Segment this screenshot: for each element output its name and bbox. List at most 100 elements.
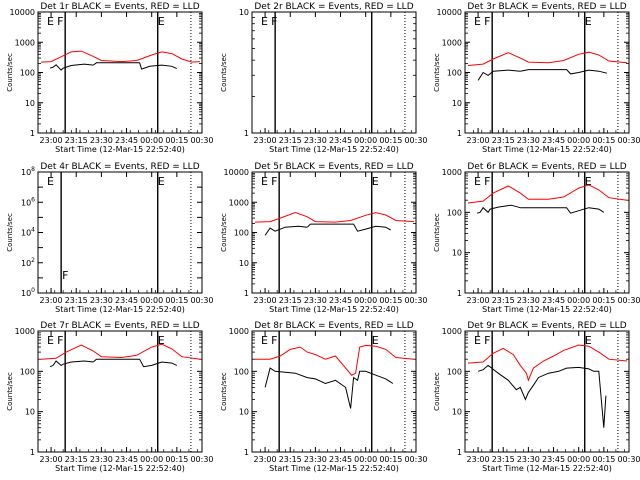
x-tick-label: 00:00 — [354, 455, 377, 464]
panel-title: Det 9r BLACK = Events, RED = LLD — [467, 321, 626, 331]
y-tick-label: 10 — [25, 99, 35, 108]
y-tick-label: 100 — [234, 229, 249, 238]
y-axis-label: Counts/sec — [6, 53, 14, 92]
x-axis-label: Start Time (12-Mar-15 22:52:40) — [55, 145, 185, 154]
x-tick-label: 00:15 — [592, 296, 615, 305]
series-events — [49, 63, 94, 71]
y-tick-label: 108 — [21, 166, 35, 177]
series-events — [92, 358, 178, 368]
x-tick-label: 00:30 — [617, 136, 640, 145]
y-tick-label: 1 — [457, 448, 462, 457]
panel-title: Det 3r BLACK = Events, RED = LLD — [467, 2, 626, 12]
marker-e: E — [585, 175, 592, 188]
x-tick-label: 23:15 — [492, 136, 515, 145]
y-axis-label: Counts/sec — [220, 372, 228, 411]
x-tick-label: 23:45 — [542, 136, 565, 145]
marker-f: F — [62, 269, 68, 282]
y-tick-label: 10000 — [224, 168, 249, 177]
plot-frame — [464, 171, 630, 294]
x-tick-label: 23:00 — [467, 136, 490, 145]
panel-1: Det 1r BLACK = Events, RED = LLD 1 10 100 10… — [6, 2, 214, 154]
x-tick-label: 23:00 — [254, 136, 277, 145]
plot-frame — [37, 11, 203, 134]
y-tick-label: 1 — [30, 129, 35, 138]
x-tick-label: 00:00 — [140, 455, 163, 464]
series-events — [49, 360, 94, 368]
y-tick-label: 106 — [21, 196, 35, 207]
plot-area: E EF — [254, 172, 415, 293]
y-tick-label: 100 — [20, 367, 35, 376]
panel-7: Det 7r BLACK = Events, RED = LLD 1 10 100 10… — [6, 321, 214, 473]
x-tick-label: 23:00 — [467, 296, 490, 305]
plot-frame — [37, 330, 203, 453]
y-tick-label: 10000 — [437, 8, 462, 17]
x-tick-label: 00:00 — [567, 296, 590, 305]
y-tick-label: 102 — [21, 257, 35, 268]
panel-4: Det 4r BLACK = Events, RED = LLD 100 102 10… — [6, 162, 214, 314]
y-axis-label: Counts/sec — [433, 53, 441, 92]
y-tick-label: 1000 — [15, 38, 35, 47]
x-axis-label: Start Time (12-Mar-15 22:52:40) — [55, 464, 185, 473]
x-axis-label: Start Time (12-Mar-15 22:52:40) — [55, 305, 185, 314]
x-axis-label: Start Time (12-Mar-15 22:52:40) — [482, 145, 612, 154]
x-tick-label: 23:30 — [304, 136, 327, 145]
x-tick-label: 00:15 — [379, 455, 402, 464]
series-events — [476, 204, 521, 214]
x-tick-label: 00:15 — [379, 136, 402, 145]
y-tick-label: 10000 — [10, 8, 35, 17]
marker-f: F — [484, 15, 490, 28]
marker-f: F — [271, 175, 277, 188]
y-tick-label: 100 — [20, 69, 35, 78]
y-tick-label: 1000 — [229, 327, 249, 336]
y-tick-label: 100 — [234, 367, 249, 376]
plot-area: E EF — [467, 12, 628, 133]
marker-e: E — [158, 334, 165, 347]
series-events — [93, 62, 178, 70]
panel-title: Det 2r BLACK = Events, RED = LLD — [254, 2, 413, 12]
marker-e: E — [474, 15, 481, 28]
x-tick-label: 00:15 — [379, 296, 402, 305]
marker-e: E — [261, 175, 268, 188]
series-events — [477, 69, 521, 81]
x-tick-label: 00:00 — [140, 136, 163, 145]
y-tick-label: 1000 — [442, 327, 462, 336]
x-tick-label: 00:30 — [404, 455, 427, 464]
y-axis-label: Counts/sec — [433, 213, 441, 252]
x-tick-label: 23:15 — [279, 136, 302, 145]
x-tick-label: 00:15 — [165, 455, 188, 464]
plot-frame — [251, 171, 417, 294]
x-tick-label: 23:30 — [304, 296, 327, 305]
plot-area: E EF — [40, 331, 201, 452]
y-tick-label: 1 — [457, 129, 462, 138]
x-tick-label: 23:45 — [329, 136, 352, 145]
marker-f: F — [57, 15, 63, 28]
y-tick-label: 1000 — [442, 168, 462, 177]
x-axis-label: Start Time (12-Mar-15 22:52:40) — [269, 305, 399, 314]
x-tick-label: 23:45 — [329, 455, 352, 464]
x-axis-label: Start Time (12-Mar-15 22:52:40) — [269, 145, 399, 154]
panel-6: Det 6r BLACK = Events, RED = LLD 1 10 100 10… — [433, 162, 640, 314]
panel-title: Det 4r BLACK = Events, RED = LLD — [40, 162, 199, 172]
x-tick-label: 23:00 — [40, 455, 63, 464]
x-tick-label: 00:00 — [567, 136, 590, 145]
y-tick-label: 10 — [239, 8, 249, 17]
marker-f: F — [484, 334, 490, 347]
series-events — [306, 223, 392, 232]
x-tick-label: 23:00 — [40, 296, 63, 305]
series-events — [520, 69, 608, 75]
x-tick-label: 23:30 — [517, 455, 540, 464]
y-tick-label: 1000 — [15, 327, 35, 336]
y-tick-label: 1 — [244, 289, 249, 298]
panel-title: Det 6r BLACK = Events, RED = LLD — [467, 162, 626, 172]
x-axis-label: Start Time (12-Mar-15 22:52:40) — [482, 305, 612, 314]
y-axis-label: Counts/sec — [433, 372, 441, 411]
marker-e: E — [158, 175, 165, 188]
x-tick-label: 00:30 — [404, 296, 427, 305]
marker-e: E — [474, 334, 481, 347]
panel-8: Det 8r BLACK = Events, RED = LLD 1 10 100 10… — [220, 321, 428, 473]
x-tick-label: 23:15 — [65, 136, 88, 145]
y-tick-label: 1 — [244, 129, 249, 138]
panel-title: Det 8r BLACK = Events, RED = LLD — [254, 321, 413, 331]
x-tick-label: 23:00 — [254, 296, 277, 305]
